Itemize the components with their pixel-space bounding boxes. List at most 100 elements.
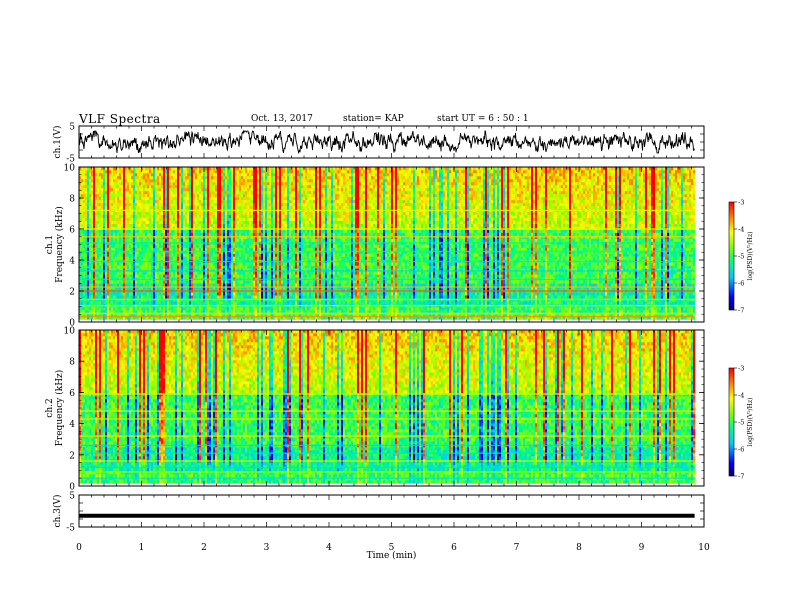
ch1-spectrogram-cell <box>191 265 194 269</box>
ch1-spectrogram-cell <box>197 196 200 201</box>
ch1-spectrogram-cell <box>147 217 150 221</box>
ch1-spectrogram-cell <box>259 190 262 195</box>
ch1-spectrogram-cell <box>191 229 194 233</box>
ch1-spectrogram-cell <box>171 193 174 198</box>
ch1-spectrogram-cell <box>149 268 152 272</box>
ch1-spectrogram-cell <box>149 220 152 224</box>
ch1-spectrogram-cell <box>151 199 154 204</box>
ch1-spectrogram-cell <box>209 265 212 269</box>
ch1-spectrogram-cell <box>269 265 272 269</box>
ch1-spectrogram-cell <box>109 190 112 195</box>
ch1-spectrogram-cell <box>127 178 130 183</box>
ch1-spectrogram-cell <box>123 196 126 201</box>
ch1-spectrogram-cell <box>221 253 224 257</box>
ch1-spectrogram-cell <box>203 253 206 257</box>
ch1-spectrogram-cell <box>143 199 146 204</box>
ch1-spectrogram-cell <box>87 217 90 221</box>
ch1-spectrogram-cell <box>129 196 132 201</box>
ch1-spectrogram-cell <box>125 205 128 210</box>
ch1-spectrogram-cell <box>267 229 270 233</box>
ch1-spectrogram-cell <box>93 307 96 311</box>
ch1-spectrogram-cell <box>95 247 98 251</box>
ch1-spectrogram-cell <box>255 214 258 218</box>
ch1-spectrogram-cell <box>95 256 98 260</box>
ch1-spectrogram-cell <box>225 253 228 257</box>
ch1-spectrogram-cell <box>163 214 166 218</box>
ch1-spectrogram-cell <box>261 292 264 296</box>
ch1-spectrogram-cell <box>121 262 124 266</box>
ch1-spectrogram-cell <box>223 286 226 290</box>
ch1-spectrogram-cell <box>137 229 140 233</box>
ch1-spectrogram-cell <box>123 232 126 236</box>
ch1-spectrogram-cell <box>155 307 158 311</box>
ch1-spectrogram-cell <box>79 292 82 296</box>
ch1-spectrogram-cell <box>259 172 262 177</box>
ch1-spectrogram-cell <box>97 274 100 278</box>
ch1-spectrogram-cell <box>231 232 234 236</box>
ch1-spectrogram-cell <box>203 286 206 290</box>
ch1-spectrogram-cell <box>219 265 222 269</box>
ch1-spectrogram-cell <box>269 229 272 233</box>
ch1-spectrogram-cell <box>157 265 160 269</box>
ch1-spectrogram-cell <box>245 181 248 186</box>
ch1-spectrogram-cell <box>199 313 202 317</box>
ch1-spectrogram-cell <box>125 199 128 204</box>
ch1-spectrogram-cell <box>211 283 214 287</box>
ch1-spectrogram-cell <box>243 229 246 233</box>
ch1-spectrogram-cell <box>189 268 192 272</box>
ch1-spectrogram-cell <box>155 175 158 180</box>
ch1-spectrogram-cell <box>215 223 218 227</box>
ch1-spectrogram-cell <box>123 292 126 296</box>
ch1-spectrogram-cell <box>163 295 166 299</box>
ch1-spectrogram-cell <box>219 244 222 248</box>
ch1-spectrogram-cell <box>85 271 88 275</box>
ch1-spectrogram-cell <box>255 199 258 204</box>
ch1-spectrogram-cell <box>117 229 120 233</box>
ch1-spectrogram-cell <box>195 238 198 242</box>
ch1-spectrogram-cell <box>155 217 158 221</box>
ch1-spectrogram-cell <box>139 229 142 233</box>
ch1-spectrogram-cell <box>111 167 114 171</box>
ch1-spectrogram-cell <box>145 307 148 311</box>
ch1-spectrogram-cell <box>173 238 176 242</box>
ch1-spectrogram-cell <box>113 262 116 266</box>
ch1-spectrogram-cell <box>93 229 96 233</box>
ch1-spectrogram-cell <box>267 220 270 224</box>
ch1-spectrogram-cell <box>169 244 172 248</box>
ch1-spectrogram-cell <box>127 202 130 207</box>
ch1-spectrogram-cell <box>145 247 148 251</box>
ch1-spectrogram-cell <box>231 172 234 177</box>
ch1-spectrogram-cell <box>83 217 86 221</box>
ch1-spectrogram-cell <box>99 196 102 201</box>
ch1-spectrogram-cell <box>123 313 126 317</box>
ch1-spectrogram-cell <box>243 238 246 242</box>
ch1-spectrogram-cell <box>213 268 216 272</box>
ch1-spectrogram-cell <box>225 175 228 180</box>
ch1-spectrogram-cell <box>187 193 190 198</box>
ch1-spectrogram-cell <box>125 217 128 221</box>
ch1-spectrogram-cell <box>127 310 130 314</box>
ch1-spectrogram-cell <box>135 217 138 221</box>
ch1-spectrogram-cell <box>237 187 240 192</box>
ch1-spectrogram-cell <box>187 229 190 233</box>
ch1-spectrogram-cell <box>203 181 206 186</box>
ch1-spectrogram-cell <box>147 220 150 224</box>
ch1-spectrogram-cell <box>229 286 232 290</box>
ch1-spectrogram-cell <box>111 286 114 290</box>
ch1-spectrogram-cell <box>135 313 138 317</box>
ch1-spectrogram-cell <box>117 190 120 195</box>
ch1-spectrogram-cell <box>81 256 84 260</box>
ch1-spectrogram-cell <box>219 316 222 320</box>
ch1-spectrogram-cell <box>83 307 86 311</box>
ch1-spectrogram-cell <box>149 202 152 207</box>
ch1-spectrogram-cell <box>97 268 100 272</box>
ch1-spectrogram-cell <box>185 220 188 224</box>
ch1-spectrogram-cell <box>153 310 156 314</box>
ch1-spectrogram-cell <box>101 313 104 317</box>
ch1-spectrogram-cell <box>99 247 102 251</box>
ch1-spectrogram-cell <box>101 280 104 284</box>
ch1-spectrogram-cell <box>219 295 222 299</box>
ch1-spectrogram-cell <box>249 313 252 317</box>
ch1-spectrogram-cell <box>125 172 128 177</box>
ch1-spectrogram-cell <box>123 280 126 284</box>
